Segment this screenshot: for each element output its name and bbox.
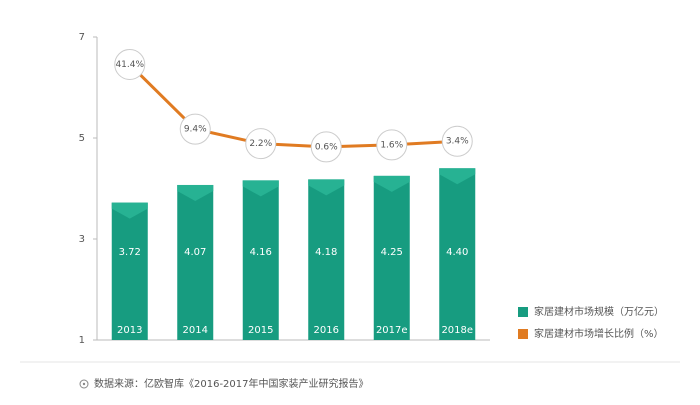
legend-swatch (518, 307, 528, 317)
bar-cap (373, 175, 410, 192)
y-tick-label: 5 (79, 133, 85, 144)
bar-cap (111, 202, 148, 219)
legend-label: 家居建材市场规模（万亿元） (534, 305, 664, 318)
bar (308, 179, 345, 340)
bar-value-label: 4.16 (250, 247, 272, 258)
bar-cap (242, 180, 279, 197)
x-tick-label: 2017e (376, 325, 408, 336)
source-icon (79, 379, 89, 389)
line-marker (179, 113, 211, 145)
x-tick-label: 2018e (441, 325, 473, 336)
x-tick-label: 2015 (248, 325, 273, 336)
line-marker (441, 125, 473, 157)
line-value-label: 41.4% (115, 60, 144, 70)
bar (373, 175, 410, 340)
y-tick-label: 7 (79, 32, 85, 43)
line-value-label: 2.2% (249, 139, 272, 149)
line-marker (245, 128, 277, 160)
source-icon-dot (82, 382, 86, 386)
x-tick-label: 2014 (183, 325, 208, 336)
line-marker (114, 48, 146, 80)
bar (177, 184, 214, 340)
line-value-label: 9.4% (184, 125, 207, 135)
bar (111, 202, 148, 340)
bar-cap (308, 179, 345, 196)
legend-swatch (518, 329, 528, 339)
line-marker (376, 129, 408, 161)
growth-line (128, 63, 458, 149)
bar (439, 168, 476, 340)
bar-value-label: 4.40 (446, 247, 468, 258)
bar (242, 180, 279, 340)
x-tick-label: 2016 (314, 325, 339, 336)
bar-cap (439, 168, 476, 185)
x-tick-label: 2013 (117, 325, 142, 336)
bar-value-label: 4.07 (184, 247, 206, 258)
bar-value-label: 4.18 (315, 247, 337, 258)
bar-value-label: 4.25 (381, 247, 403, 258)
line-marker (310, 131, 342, 163)
legend-label: 家居建材市场增长比例（%） (534, 327, 664, 340)
bar-cap (177, 184, 214, 201)
y-tick-label: 1 (79, 335, 85, 346)
line-value-label: 1.6% (380, 140, 403, 150)
line-value-label: 0.6% (315, 142, 338, 152)
bar-value-label: 3.72 (119, 247, 141, 258)
source-note: 数据来源：亿欧智库《2016-2017年中国家装产业研究报告》 (94, 377, 369, 390)
y-tick-label: 3 (79, 234, 85, 245)
line-value-label: 3.4% (446, 137, 469, 147)
